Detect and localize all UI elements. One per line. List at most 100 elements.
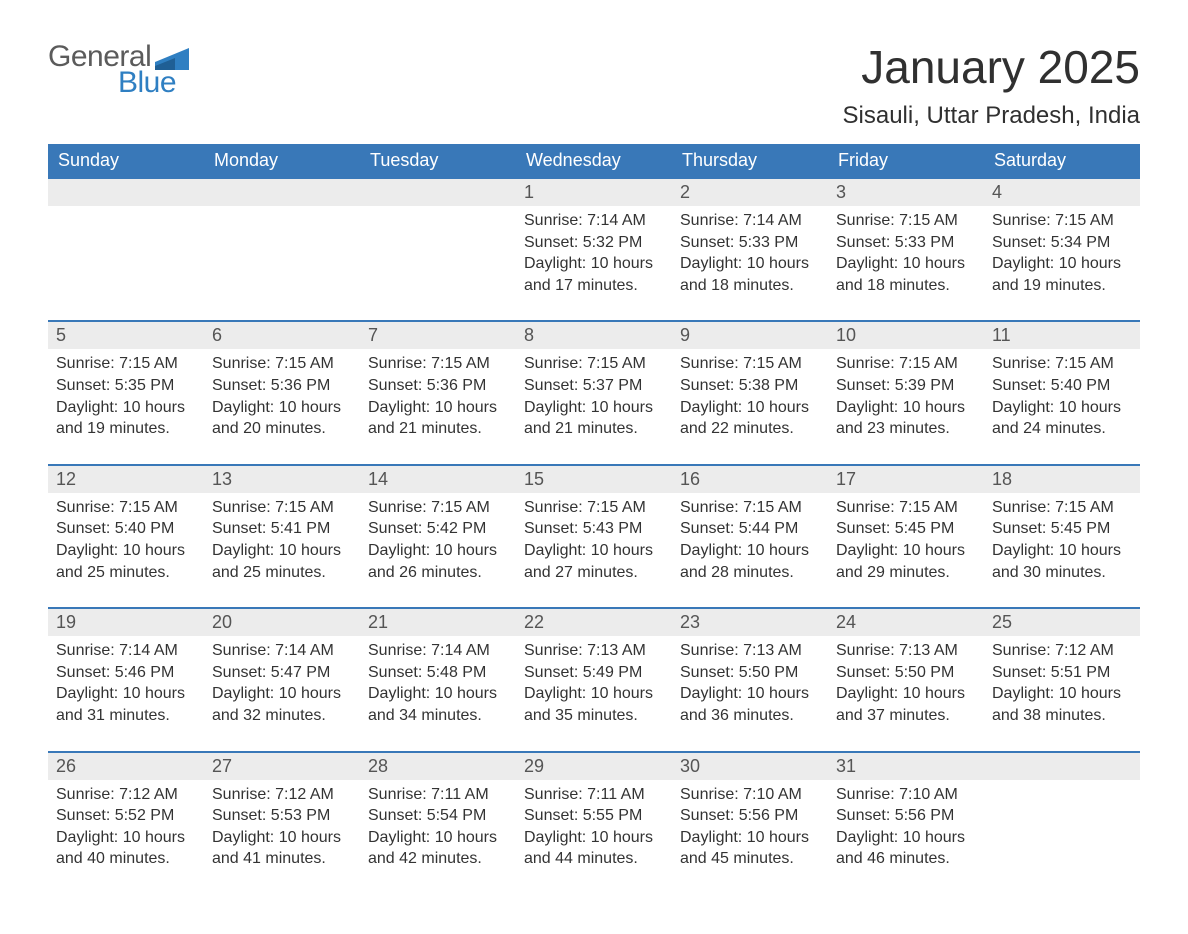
sunrise-line: Sunrise: 7:15 AM [524, 353, 664, 375]
day-number: 7 [360, 322, 516, 349]
calendar-day-cell: 18Sunrise: 7:15 AMSunset: 5:45 PMDayligh… [984, 465, 1140, 608]
daylight-line: Daylight: 10 hours and 29 minutes. [836, 540, 976, 583]
calendar-day-cell: 28Sunrise: 7:11 AMSunset: 5:54 PMDayligh… [360, 752, 516, 894]
sunrise-line: Sunrise: 7:15 AM [680, 353, 820, 375]
day-content: Sunrise: 7:15 AMSunset: 5:45 PMDaylight:… [984, 493, 1140, 607]
day-number: 4 [984, 179, 1140, 206]
day-content: Sunrise: 7:15 AMSunset: 5:35 PMDaylight:… [48, 349, 204, 463]
sunset-line: Sunset: 5:54 PM [368, 805, 508, 827]
sunrise-line: Sunrise: 7:13 AM [524, 640, 664, 662]
calendar-day-cell: 13Sunrise: 7:15 AMSunset: 5:41 PMDayligh… [204, 465, 360, 608]
day-content: Sunrise: 7:12 AMSunset: 5:51 PMDaylight:… [984, 636, 1140, 750]
daylight-line: Daylight: 10 hours and 18 minutes. [680, 253, 820, 296]
daylight-line: Daylight: 10 hours and 44 minutes. [524, 827, 664, 870]
daylight-line: Daylight: 10 hours and 40 minutes. [56, 827, 196, 870]
day-content: Sunrise: 7:11 AMSunset: 5:55 PMDaylight:… [516, 780, 672, 894]
daylight-line: Daylight: 10 hours and 37 minutes. [836, 683, 976, 726]
day-content: Sunrise: 7:15 AMSunset: 5:44 PMDaylight:… [672, 493, 828, 607]
sunrise-line: Sunrise: 7:10 AM [836, 784, 976, 806]
title-block: January 2025 Sisauli, Uttar Pradesh, Ind… [843, 40, 1140, 130]
sunset-line: Sunset: 5:50 PM [680, 662, 820, 684]
weekday-header: Saturday [984, 144, 1140, 178]
sunrise-line: Sunrise: 7:13 AM [680, 640, 820, 662]
weekday-header: Friday [828, 144, 984, 178]
daylight-line: Daylight: 10 hours and 34 minutes. [368, 683, 508, 726]
calendar-day-cell: 5Sunrise: 7:15 AMSunset: 5:35 PMDaylight… [48, 321, 204, 464]
sunset-line: Sunset: 5:36 PM [368, 375, 508, 397]
day-number-empty [360, 179, 516, 206]
day-number: 20 [204, 609, 360, 636]
calendar-day-cell: 22Sunrise: 7:13 AMSunset: 5:49 PMDayligh… [516, 608, 672, 751]
sunrise-line: Sunrise: 7:14 AM [368, 640, 508, 662]
sunset-line: Sunset: 5:40 PM [56, 518, 196, 540]
day-number: 23 [672, 609, 828, 636]
month-title: January 2025 [843, 40, 1140, 94]
day-number: 8 [516, 322, 672, 349]
sunset-line: Sunset: 5:56 PM [680, 805, 820, 827]
location: Sisauli, Uttar Pradesh, India [843, 102, 1140, 130]
day-number-empty [48, 179, 204, 206]
daylight-line: Daylight: 10 hours and 23 minutes. [836, 397, 976, 440]
sunset-line: Sunset: 5:52 PM [56, 805, 196, 827]
sunrise-line: Sunrise: 7:15 AM [368, 497, 508, 519]
calendar-day-cell: 21Sunrise: 7:14 AMSunset: 5:48 PMDayligh… [360, 608, 516, 751]
daylight-line: Daylight: 10 hours and 27 minutes. [524, 540, 664, 583]
daylight-line: Daylight: 10 hours and 19 minutes. [992, 253, 1132, 296]
day-content: Sunrise: 7:14 AMSunset: 5:48 PMDaylight:… [360, 636, 516, 750]
daylight-line: Daylight: 10 hours and 26 minutes. [368, 540, 508, 583]
calendar-day-cell [360, 178, 516, 321]
calendar-week-row: 12Sunrise: 7:15 AMSunset: 5:40 PMDayligh… [48, 465, 1140, 608]
day-number: 15 [516, 466, 672, 493]
daylight-line: Daylight: 10 hours and 17 minutes. [524, 253, 664, 296]
day-number: 21 [360, 609, 516, 636]
daylight-line: Daylight: 10 hours and 46 minutes. [836, 827, 976, 870]
sunset-line: Sunset: 5:40 PM [992, 375, 1132, 397]
sunrise-line: Sunrise: 7:15 AM [992, 353, 1132, 375]
day-content: Sunrise: 7:11 AMSunset: 5:54 PMDaylight:… [360, 780, 516, 894]
daylight-line: Daylight: 10 hours and 42 minutes. [368, 827, 508, 870]
calendar-table: Sunday Monday Tuesday Wednesday Thursday… [48, 144, 1140, 894]
sunrise-line: Sunrise: 7:15 AM [524, 497, 664, 519]
day-number: 29 [516, 753, 672, 780]
day-number: 27 [204, 753, 360, 780]
sunset-line: Sunset: 5:45 PM [836, 518, 976, 540]
calendar-day-cell: 7Sunrise: 7:15 AMSunset: 5:36 PMDaylight… [360, 321, 516, 464]
calendar-day-cell: 26Sunrise: 7:12 AMSunset: 5:52 PMDayligh… [48, 752, 204, 894]
calendar-day-cell: 14Sunrise: 7:15 AMSunset: 5:42 PMDayligh… [360, 465, 516, 608]
day-number: 14 [360, 466, 516, 493]
sunset-line: Sunset: 5:39 PM [836, 375, 976, 397]
day-content: Sunrise: 7:14 AMSunset: 5:33 PMDaylight:… [672, 206, 828, 320]
sunset-line: Sunset: 5:56 PM [836, 805, 976, 827]
sunset-line: Sunset: 5:45 PM [992, 518, 1132, 540]
day-content: Sunrise: 7:15 AMSunset: 5:40 PMDaylight:… [48, 493, 204, 607]
weekday-header-row: Sunday Monday Tuesday Wednesday Thursday… [48, 144, 1140, 178]
calendar-day-cell: 23Sunrise: 7:13 AMSunset: 5:50 PMDayligh… [672, 608, 828, 751]
day-content: Sunrise: 7:15 AMSunset: 5:34 PMDaylight:… [984, 206, 1140, 320]
calendar-day-cell: 3Sunrise: 7:15 AMSunset: 5:33 PMDaylight… [828, 178, 984, 321]
day-number: 2 [672, 179, 828, 206]
sunrise-line: Sunrise: 7:15 AM [992, 497, 1132, 519]
calendar-day-cell: 19Sunrise: 7:14 AMSunset: 5:46 PMDayligh… [48, 608, 204, 751]
daylight-line: Daylight: 10 hours and 28 minutes. [680, 540, 820, 583]
day-content: Sunrise: 7:14 AMSunset: 5:46 PMDaylight:… [48, 636, 204, 750]
sunrise-line: Sunrise: 7:12 AM [992, 640, 1132, 662]
day-number: 17 [828, 466, 984, 493]
sunset-line: Sunset: 5:35 PM [56, 375, 196, 397]
day-content: Sunrise: 7:15 AMSunset: 5:41 PMDaylight:… [204, 493, 360, 607]
sunrise-line: Sunrise: 7:15 AM [836, 497, 976, 519]
day-number: 11 [984, 322, 1140, 349]
sunrise-line: Sunrise: 7:12 AM [212, 784, 352, 806]
daylight-line: Daylight: 10 hours and 20 minutes. [212, 397, 352, 440]
day-content: Sunrise: 7:15 AMSunset: 5:36 PMDaylight:… [204, 349, 360, 463]
logo: General Blue [48, 40, 189, 100]
sunrise-line: Sunrise: 7:11 AM [368, 784, 508, 806]
logo-word-2: Blue [118, 66, 189, 100]
daylight-line: Daylight: 10 hours and 41 minutes. [212, 827, 352, 870]
weekday-header: Tuesday [360, 144, 516, 178]
day-number: 1 [516, 179, 672, 206]
calendar-week-row: 1Sunrise: 7:14 AMSunset: 5:32 PMDaylight… [48, 178, 1140, 321]
sunrise-line: Sunrise: 7:15 AM [212, 497, 352, 519]
daylight-line: Daylight: 10 hours and 32 minutes. [212, 683, 352, 726]
sunrise-line: Sunrise: 7:15 AM [56, 353, 196, 375]
sunrise-line: Sunrise: 7:15 AM [56, 497, 196, 519]
